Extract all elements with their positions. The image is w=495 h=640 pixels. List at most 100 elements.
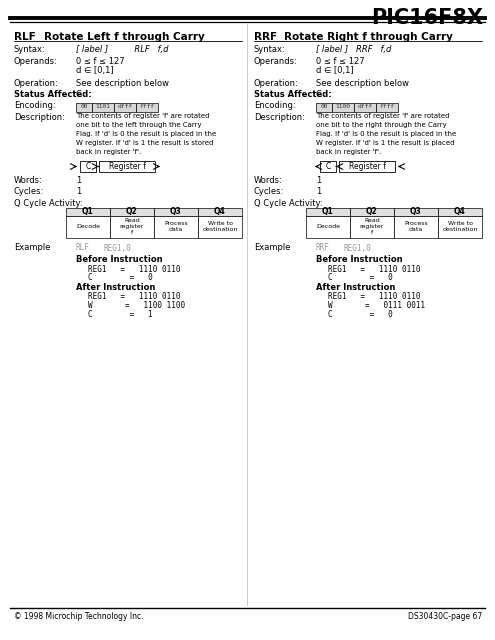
Text: Words:: Words:	[14, 176, 43, 185]
Text: ffff: ffff	[380, 104, 395, 109]
Bar	[350, 216, 394, 237]
Text: C: C	[325, 162, 331, 171]
Text: REG1,0: REG1,0	[104, 243, 132, 253]
Text: 1101: 1101	[96, 104, 110, 109]
Text: d ∈ [0,1]: d ∈ [0,1]	[76, 66, 114, 75]
Text: Syntax:: Syntax:	[14, 45, 46, 54]
Text: 0 ≤ f ≤ 127: 0 ≤ f ≤ 127	[76, 56, 125, 65]
Text: Q4: Q4	[214, 207, 226, 216]
Text: See description below: See description below	[316, 79, 409, 88]
Text: C        =   0: C = 0	[88, 273, 153, 282]
Bar	[438, 207, 482, 216]
Text: 1: 1	[316, 188, 321, 196]
Text: Description:: Description:	[254, 113, 305, 122]
Bar	[306, 207, 350, 216]
Text: W register. If 'd' is 1 the result is placed: W register. If 'd' is 1 the result is pl…	[316, 140, 454, 146]
Text: Operands:: Operands:	[254, 56, 298, 65]
Text: Read
register
f: Read register f	[120, 218, 144, 235]
Text: Description:: Description:	[14, 113, 65, 122]
Text: Encoding:: Encoding:	[254, 102, 296, 111]
Text: REG1   =   1110 0110: REG1 = 1110 0110	[328, 264, 420, 273]
Bar	[110, 216, 154, 237]
Text: Status Affected:: Status Affected:	[254, 90, 332, 99]
Text: Register f: Register f	[348, 162, 386, 171]
Text: Operands:: Operands:	[14, 56, 58, 65]
Bar	[354, 102, 376, 111]
Text: W       =   1100 1100: W = 1100 1100	[88, 301, 185, 310]
Text: REG1   =   1110 0110: REG1 = 1110 0110	[88, 292, 181, 301]
Text: Example: Example	[254, 243, 291, 253]
Text: 1: 1	[76, 188, 81, 196]
Text: 00: 00	[80, 104, 88, 109]
Text: Q2: Q2	[366, 207, 378, 216]
Bar	[99, 161, 155, 172]
Bar	[394, 216, 438, 237]
Text: REG1   =   1110 0110: REG1 = 1110 0110	[88, 264, 181, 273]
Text: After Instruction: After Instruction	[76, 282, 155, 291]
Text: RLF: RLF	[14, 32, 36, 42]
Text: C        =   1: C = 1	[88, 310, 153, 319]
Text: Process
data: Process data	[404, 221, 428, 232]
Text: 1: 1	[316, 176, 321, 185]
Text: W       =   0111 0011: W = 0111 0011	[328, 301, 425, 310]
Bar	[80, 161, 96, 172]
Text: Q1: Q1	[82, 207, 94, 216]
Bar	[320, 161, 336, 172]
Text: Flag. If 'd' is 0 the result is placed in the: Flag. If 'd' is 0 the result is placed i…	[76, 131, 216, 137]
Text: Cycles:: Cycles:	[14, 188, 44, 196]
Text: Q Cycle Activity:: Q Cycle Activity:	[14, 199, 83, 208]
Text: C: C	[85, 162, 91, 171]
Text: back in register 'f'.: back in register 'f'.	[76, 149, 141, 155]
Text: 1: 1	[76, 176, 81, 185]
Text: [ label ]          RLF   f,d: [ label ] RLF f,d	[76, 45, 168, 54]
Text: Read
register
f: Read register f	[360, 218, 384, 235]
Text: one bit to the left through the Carry: one bit to the left through the Carry	[76, 122, 201, 128]
Text: Register f: Register f	[108, 162, 146, 171]
Text: Cycles:: Cycles:	[254, 188, 284, 196]
Bar	[306, 216, 350, 237]
Bar	[66, 207, 110, 216]
Text: Rotate Right f through Carry: Rotate Right f through Carry	[284, 32, 453, 42]
Text: RLF: RLF	[76, 243, 90, 253]
Bar	[114, 102, 136, 111]
Text: Rotate Left f through Carry: Rotate Left f through Carry	[44, 32, 205, 42]
Text: DS30430C-page 67: DS30430C-page 67	[408, 612, 482, 621]
Bar	[154, 207, 198, 216]
Bar	[350, 207, 394, 216]
Text: PIC16F8X: PIC16F8X	[371, 8, 483, 28]
Text: 0 ≤ f ≤ 127: 0 ≤ f ≤ 127	[316, 56, 365, 65]
Text: 1100: 1100	[336, 104, 350, 109]
Text: C: C	[316, 90, 322, 99]
Bar	[76, 102, 92, 111]
Text: Q Cycle Activity:: Q Cycle Activity:	[254, 199, 323, 208]
Bar	[110, 207, 154, 216]
Text: 00: 00	[320, 104, 328, 109]
Text: Write to
destination: Write to destination	[443, 221, 478, 232]
Text: Q3: Q3	[410, 207, 422, 216]
Text: © 1998 Microchip Technology Inc.: © 1998 Microchip Technology Inc.	[14, 612, 144, 621]
Text: RRF: RRF	[316, 243, 330, 253]
Text: Q1: Q1	[322, 207, 334, 216]
Text: Operation:: Operation:	[254, 79, 299, 88]
Text: Q2: Q2	[126, 207, 138, 216]
Text: The contents of register 'f' are rotated: The contents of register 'f' are rotated	[316, 113, 449, 119]
Bar	[438, 216, 482, 237]
Bar	[198, 207, 242, 216]
Text: Syntax:: Syntax:	[254, 45, 286, 54]
Text: back in register 'f'.: back in register 'f'.	[316, 149, 381, 155]
Bar	[92, 102, 114, 111]
Bar	[332, 102, 354, 111]
Text: W register. If 'd' is 1 the result is stored: W register. If 'd' is 1 the result is st…	[76, 140, 213, 146]
Text: Decode: Decode	[316, 224, 340, 229]
Text: dfff: dfff	[117, 104, 133, 109]
Bar	[394, 207, 438, 216]
Text: The contents of register 'f' are rotated: The contents of register 'f' are rotated	[76, 113, 209, 119]
Text: See description below: See description below	[76, 79, 169, 88]
Text: [ label ]   RRF   f,d: [ label ] RRF f,d	[316, 45, 392, 54]
Text: C        =   0: C = 0	[328, 273, 393, 282]
Text: RRF: RRF	[254, 32, 277, 42]
Text: C        =   0: C = 0	[328, 310, 393, 319]
Bar	[154, 216, 198, 237]
Text: Encoding:: Encoding:	[14, 102, 55, 111]
Text: one bit to the right through the Carry: one bit to the right through the Carry	[316, 122, 447, 128]
